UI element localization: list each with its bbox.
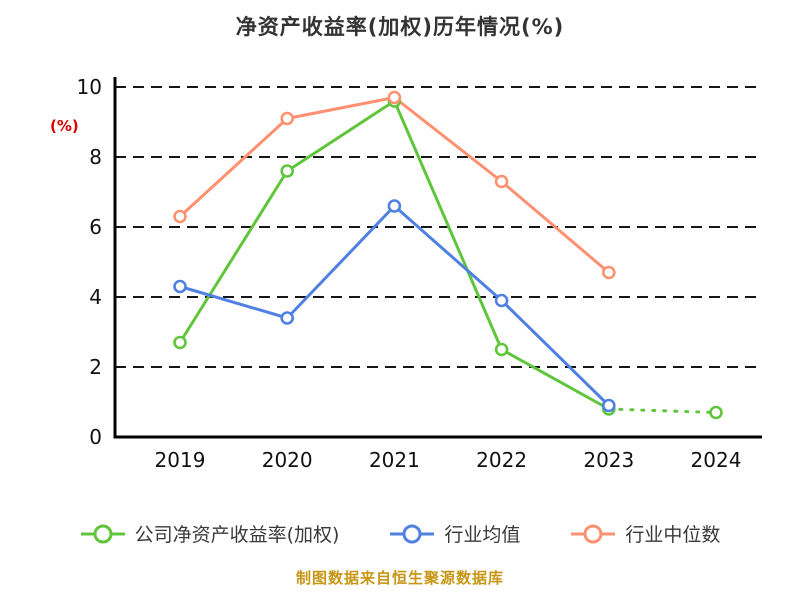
point-industry-median-2020: [280, 111, 295, 126]
legend-label-industry-avg: 行业均值: [444, 524, 521, 546]
y-tick-label: 8: [89, 145, 102, 169]
legend-label-industry-median: 行业中位数: [625, 524, 721, 546]
chart-title: 净资产收益率(加权)历年情况(%): [235, 15, 565, 39]
point-industry-median-2019: [173, 209, 187, 224]
y-tick-label: 4: [89, 285, 102, 309]
legend-item-company[interactable]: 公司净资产收益率(加权): [80, 520, 340, 547]
y-tick-label: 6: [89, 215, 102, 239]
point-industry-median-2022: [494, 174, 509, 189]
point-industry-median-2021: [387, 90, 402, 105]
point-company-2024: [709, 405, 723, 420]
series-line-company-dotted: [607, 407, 718, 414]
legend-item-industry-median[interactable]: 行业中位数: [570, 520, 720, 547]
chart-legend: 公司净资产收益率(加权) 行业均值 行业中位数: [0, 520, 800, 547]
y-axis-label: (%): [50, 117, 79, 135]
legend-marker-industry-median-icon: [570, 522, 616, 546]
point-company-2020: [280, 164, 295, 178]
point-industry-median-2023: [601, 265, 616, 280]
legend-label-company: 公司净资产收益率(加权): [134, 524, 340, 546]
point-company-2022: [494, 342, 509, 357]
legend-item-industry-avg[interactable]: 行业均值: [389, 520, 520, 547]
legend-marker-industry-avg-icon: [389, 522, 435, 546]
series-line-industry-avg: [179, 204, 610, 407]
x-tick-label: 2019: [155, 448, 206, 472]
point-company-2019: [173, 335, 187, 350]
data-source-caption: 制图数据来自恒生聚源数据库: [295, 569, 504, 587]
x-tick-label: 2022: [476, 448, 527, 472]
point-industry-avg-2022: [494, 293, 509, 308]
x-tick-label: 2024: [691, 448, 742, 472]
series-line-industry-median: [178, 96, 610, 274]
y-tick-label: 2: [89, 355, 102, 379]
series-line-company: [178, 99, 610, 411]
x-tick-label: 2020: [262, 448, 313, 472]
y-tick-label: 0: [89, 425, 102, 449]
point-industry-avg-2019: [173, 279, 187, 294]
legend-marker-company-icon: [80, 522, 126, 546]
x-tick-label: 2023: [583, 448, 634, 472]
x-tick-label: 2021: [369, 448, 420, 472]
point-industry-avg-2021: [387, 199, 402, 213]
point-industry-avg-2023: [601, 398, 616, 413]
point-industry-avg-2020: [280, 311, 295, 325]
y-tick-label: 10: [77, 75, 102, 99]
